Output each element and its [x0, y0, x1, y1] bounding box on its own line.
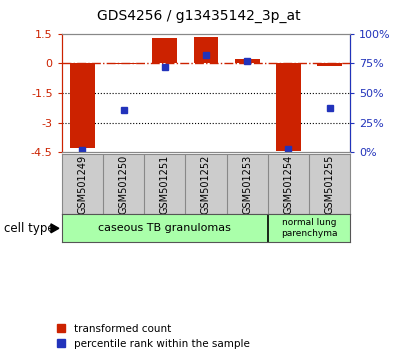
Bar — [235, 59, 259, 63]
Text: caseous TB granulomas: caseous TB granulomas — [98, 223, 231, 233]
Text: GSM501252: GSM501252 — [201, 154, 211, 214]
Bar — [276, 63, 301, 151]
Text: GSM501253: GSM501253 — [242, 154, 252, 214]
Bar — [317, 63, 342, 65]
Bar — [193, 36, 219, 63]
Legend: transformed count, percentile rank within the sample: transformed count, percentile rank withi… — [57, 324, 250, 349]
Text: GSM501250: GSM501250 — [119, 154, 129, 214]
Bar — [152, 38, 177, 63]
Bar — [70, 63, 95, 148]
Polygon shape — [51, 224, 59, 233]
Text: cell type: cell type — [4, 222, 55, 235]
Text: GSM501251: GSM501251 — [160, 154, 170, 214]
Text: GDS4256 / g13435142_3p_at: GDS4256 / g13435142_3p_at — [97, 9, 301, 23]
Text: GSM501255: GSM501255 — [325, 154, 335, 214]
Text: normal lung
parenchyma: normal lung parenchyma — [281, 218, 337, 238]
Bar — [111, 63, 136, 64]
Text: GSM501254: GSM501254 — [283, 154, 293, 214]
Text: GSM501249: GSM501249 — [77, 154, 87, 214]
